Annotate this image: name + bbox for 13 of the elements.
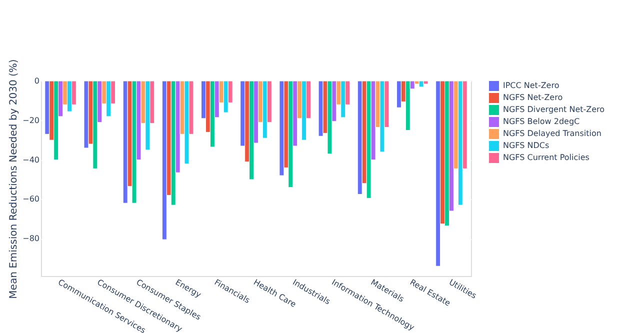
legend-label: NGFS NDCs — [503, 141, 550, 150]
legend-label: NGFS Below 2degC — [503, 117, 580, 126]
y-tick-label: −80 — [22, 234, 40, 244]
legend-label: IPCC Net-Zero — [503, 81, 560, 90]
legend-label: NGFS Net-Zero — [503, 93, 563, 102]
legend-label: NGFS Divergent Net-Zero — [503, 105, 605, 114]
y-tick-label: −60 — [22, 194, 40, 204]
legend-label: NGFS Delayed Transition — [503, 129, 602, 138]
y-tick-label: −40 — [22, 155, 40, 164]
y-tick-label: 0 — [34, 76, 40, 86]
y-tick-label: −20 — [22, 116, 40, 125]
legend-label: NGFS Current Policies — [503, 153, 590, 162]
y-axis-title: Mean Emission Reductions Needed by 2030 (%) — [8, 59, 20, 299]
